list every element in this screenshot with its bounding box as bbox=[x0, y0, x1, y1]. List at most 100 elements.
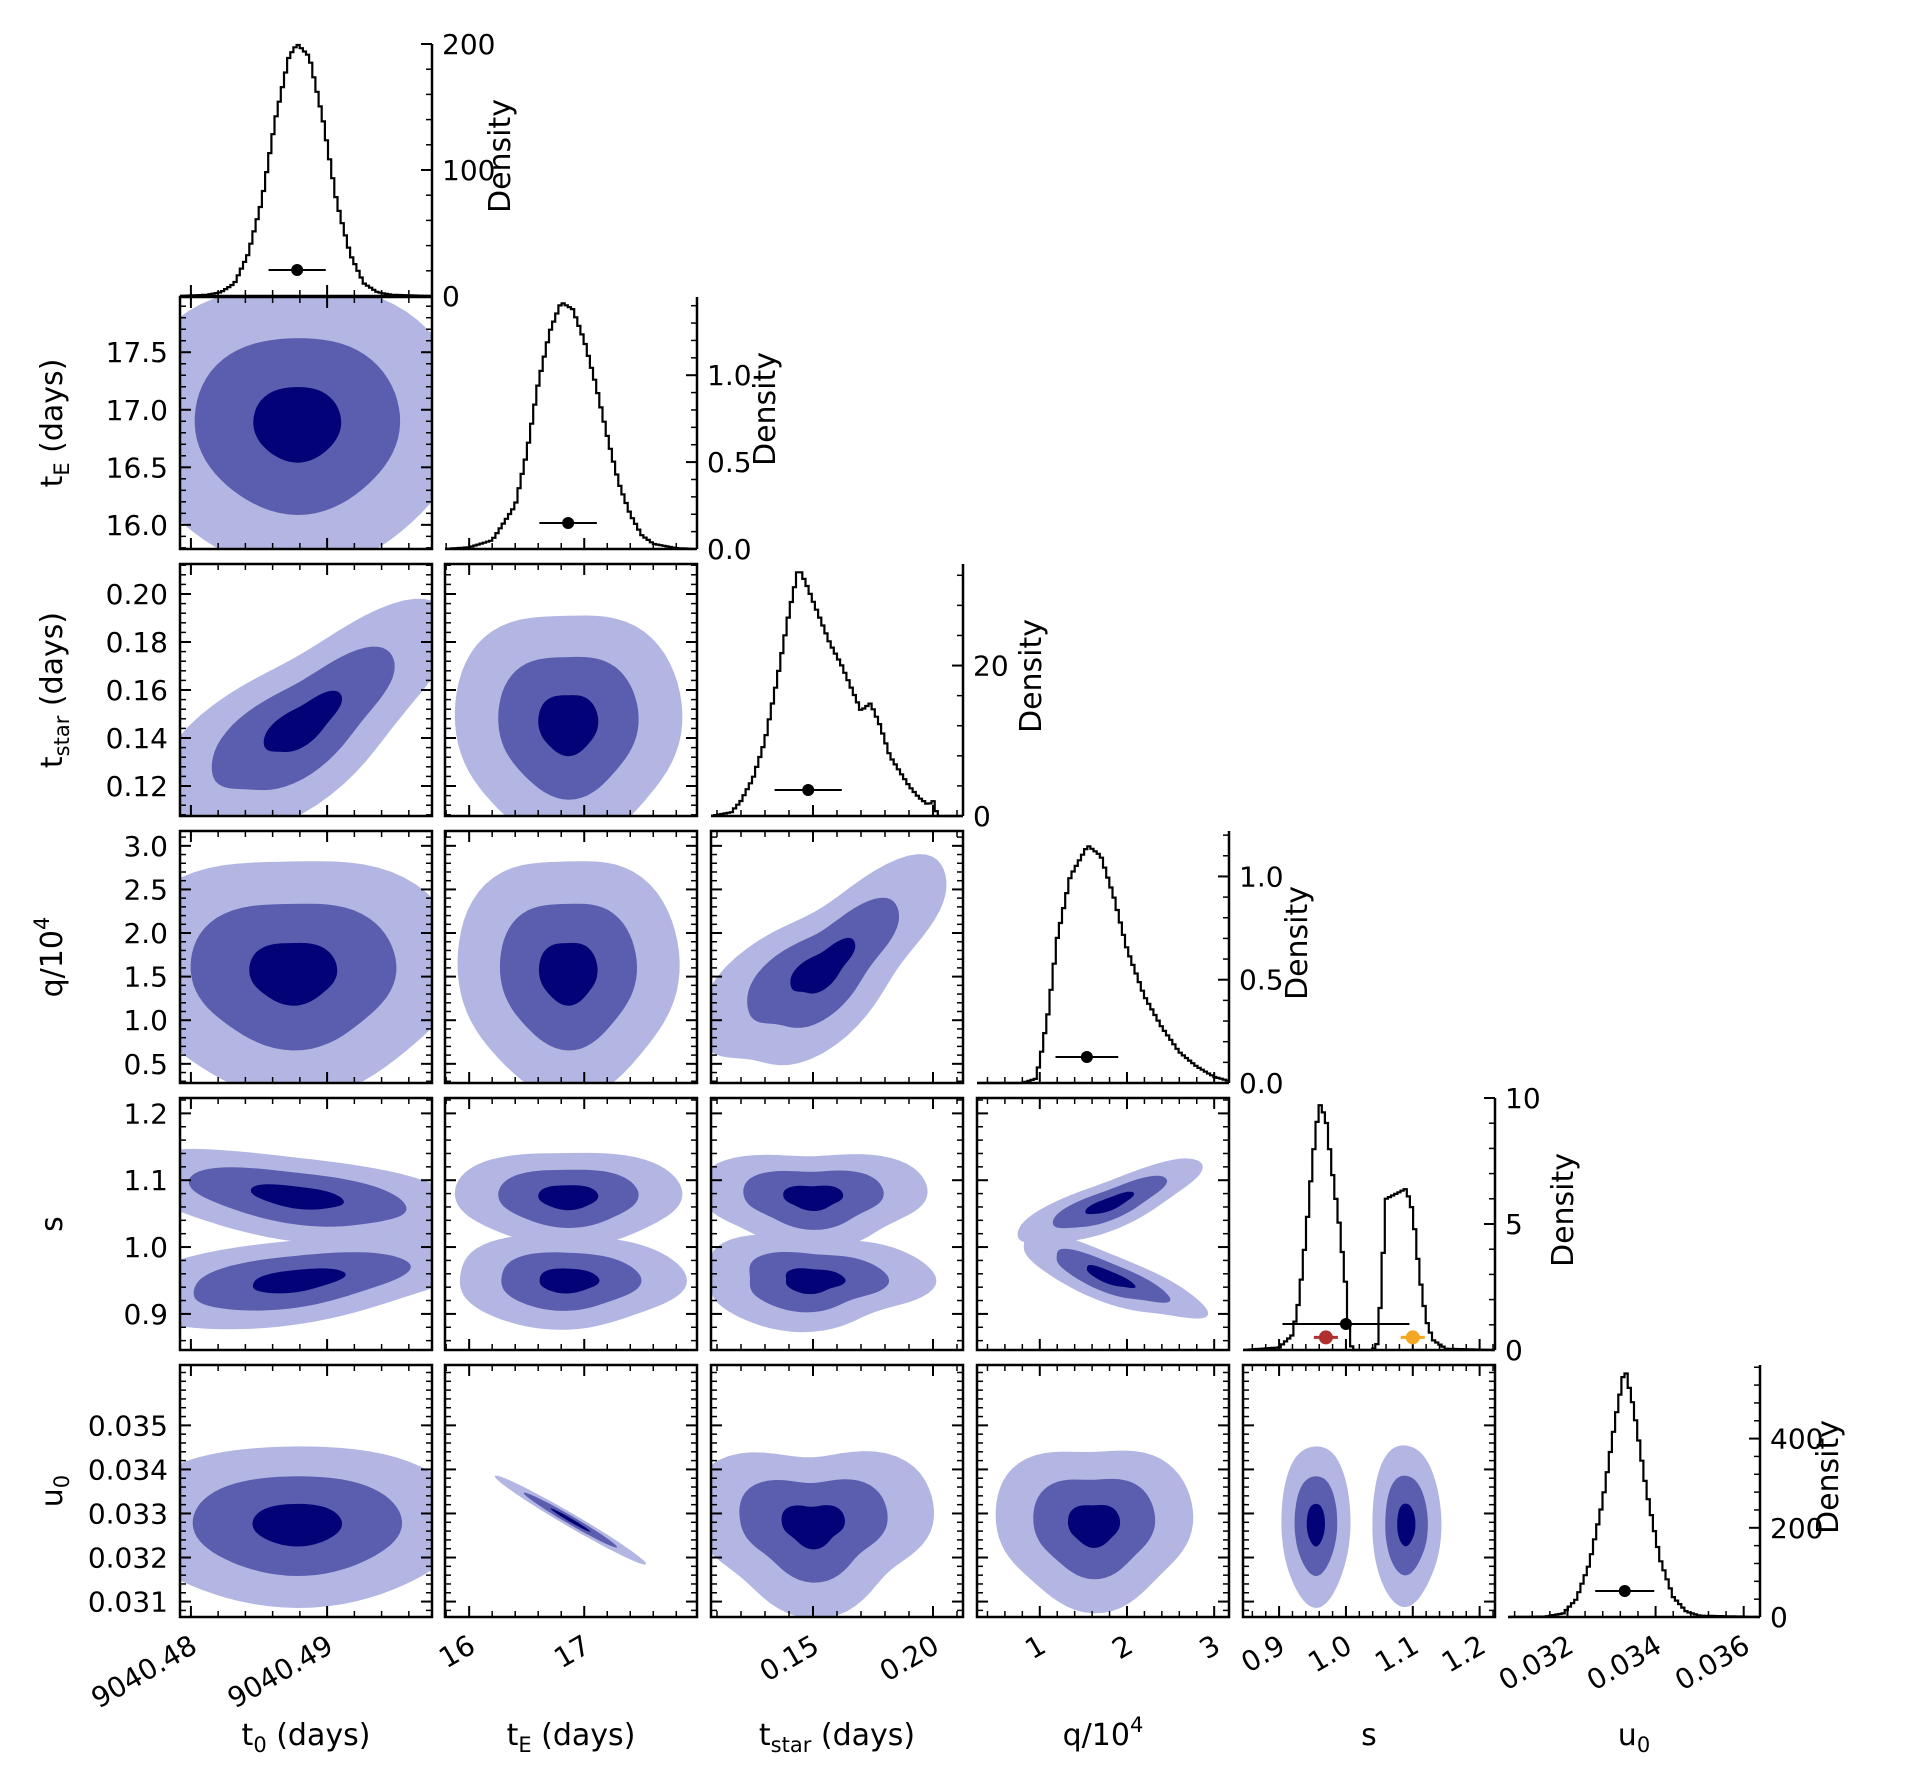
x-tick-label: 3 bbox=[1194, 1628, 1226, 1665]
y-tick-label: 10 bbox=[1505, 1082, 1541, 1115]
x-axis-title: u0 bbox=[1618, 1718, 1650, 1757]
col-axis-tstar: 0.15 0.20 tstar (days) bbox=[754, 1628, 944, 1757]
y-tick-label: 1.0 bbox=[123, 1231, 168, 1264]
density-label: Density bbox=[483, 99, 518, 213]
pair-panel-t0-tE bbox=[178, 295, 434, 551]
contour-inner bbox=[1397, 1503, 1416, 1547]
contour-inner bbox=[1086, 1265, 1136, 1289]
x-axis-title: t0 (days) bbox=[242, 1718, 371, 1757]
y-tick-label: 0 bbox=[973, 800, 991, 833]
panel-frame bbox=[975, 1096, 1231, 1352]
contour-inner bbox=[249, 942, 338, 1006]
contour-area bbox=[454, 1152, 687, 1330]
y-tick-label: 0.5 bbox=[1239, 964, 1284, 997]
contour-area bbox=[457, 861, 680, 1083]
estimate-point bbox=[291, 264, 304, 276]
y-tick-label: 200 bbox=[442, 28, 495, 61]
estimate-point bbox=[562, 517, 575, 529]
estimate-point bbox=[1080, 1051, 1093, 1063]
histogram-line bbox=[445, 302, 697, 550]
y-tick-label: 0.033 bbox=[88, 1497, 168, 1530]
y-tick-label: 0.035 bbox=[88, 1409, 168, 1442]
pair-panel-t0-u0 bbox=[178, 1363, 434, 1619]
pair-panel-t0-s bbox=[178, 1096, 434, 1352]
contour-area bbox=[180, 297, 432, 549]
x-tick-label: 9040.49 bbox=[222, 1628, 339, 1714]
x-tick-label: 0.15 bbox=[754, 1628, 824, 1688]
contour-inner bbox=[538, 695, 599, 757]
y-tick-label: 1.0 bbox=[1239, 860, 1284, 893]
diag-panel-t0: 0 100 200 Density bbox=[180, 28, 518, 313]
y-tick-label: 0.18 bbox=[106, 626, 168, 659]
x-tick-label: 2 bbox=[1107, 1628, 1139, 1665]
contour-inner bbox=[783, 1185, 844, 1211]
y-tick-label: 1.0 bbox=[123, 1004, 168, 1037]
x-axis-title: q/104 bbox=[1063, 1713, 1144, 1753]
contour-area bbox=[494, 1475, 647, 1565]
x-axis-title: tE (days) bbox=[507, 1718, 636, 1757]
y-tick-label: 400 bbox=[1770, 1423, 1823, 1456]
y-tick-label: 0.031 bbox=[88, 1586, 168, 1619]
panel-frame bbox=[443, 829, 699, 1085]
density-label: Density bbox=[1546, 1153, 1581, 1267]
contour-inner bbox=[538, 942, 598, 1006]
contour-inner bbox=[1067, 1505, 1121, 1548]
y-axis-title: q/104 bbox=[30, 917, 70, 998]
row-axis-tstar: 0.12 0.14 0.16 0.18 0.20 tstar (days) bbox=[35, 578, 168, 803]
y-tick-label: 0.034 bbox=[88, 1453, 168, 1486]
y-tick-label: 0.0 bbox=[707, 533, 752, 566]
row-axis-s: 0.9 1.0 1.1 1.2 s bbox=[35, 1097, 168, 1331]
pair-panel-tstar-u0 bbox=[709, 1363, 965, 1619]
histogram-line bbox=[711, 571, 963, 818]
y-tick-label: 1.5 bbox=[123, 961, 168, 994]
x-tick-label: 1.1 bbox=[1369, 1628, 1424, 1679]
estimate-point bbox=[1339, 1318, 1352, 1330]
pair-panel-s-u0 bbox=[1241, 1363, 1497, 1619]
s-extra-points bbox=[1313, 1330, 1425, 1345]
contour-area bbox=[180, 1446, 432, 1608]
pair-panel-tE-s bbox=[443, 1096, 699, 1352]
x-axis-title: s bbox=[1361, 1718, 1377, 1753]
y-tick-label: 0.0 bbox=[1239, 1067, 1284, 1100]
y-tick-label: 0 bbox=[1505, 1334, 1523, 1367]
y-tick-label: 0.20 bbox=[106, 578, 168, 611]
contour-inner bbox=[790, 937, 856, 994]
x-tick-label: 0.032 bbox=[1493, 1628, 1579, 1697]
pair-panel-t0-q bbox=[178, 829, 434, 1085]
y-tick-label: 16.0 bbox=[106, 509, 168, 542]
estimate-point bbox=[1618, 1585, 1631, 1597]
y-tick-label: 0.5 bbox=[707, 446, 752, 479]
y-tick-label: 20 bbox=[973, 650, 1009, 683]
x-tick-label: 17 bbox=[548, 1628, 595, 1674]
contour-area bbox=[180, 1148, 432, 1330]
col-axis-q: 1 2 3 q/104 bbox=[1019, 1628, 1225, 1753]
y-tick-label: 0.9 bbox=[123, 1298, 168, 1331]
pair-panel-tstar-s bbox=[709, 1096, 965, 1352]
y-axis-title: tE (days) bbox=[35, 359, 74, 488]
histogram-line bbox=[1508, 1372, 1760, 1619]
pair-panel-q-u0 bbox=[975, 1363, 1231, 1619]
y-tick-label: 3.0 bbox=[123, 830, 168, 863]
y-tick-label: 0.12 bbox=[106, 770, 168, 803]
extra-point bbox=[1318, 1330, 1333, 1345]
pair-panel-tstar-q bbox=[709, 829, 965, 1085]
density-label: Density bbox=[1280, 886, 1315, 1000]
contour-inner bbox=[550, 1508, 591, 1532]
panel-frame bbox=[443, 1363, 699, 1619]
panel-frame bbox=[178, 829, 434, 1085]
y-tick-label: 0.5 bbox=[123, 1048, 168, 1081]
x-tick-label: 0.9 bbox=[1236, 1628, 1291, 1679]
x-tick-label: 9040.48 bbox=[86, 1628, 203, 1714]
contour-inner bbox=[252, 1503, 342, 1547]
row-axis-u0: 0.031 0.032 0.033 0.034 0.035 u0 bbox=[35, 1409, 168, 1618]
pair-panel-q-s bbox=[975, 1096, 1231, 1352]
pair-panel-tE-q bbox=[443, 829, 699, 1085]
density-label: Density bbox=[1014, 619, 1049, 733]
x-axis-title: tstar (days) bbox=[759, 1718, 915, 1757]
estimate-point bbox=[802, 784, 815, 796]
y-tick-label: 1.1 bbox=[123, 1164, 168, 1197]
